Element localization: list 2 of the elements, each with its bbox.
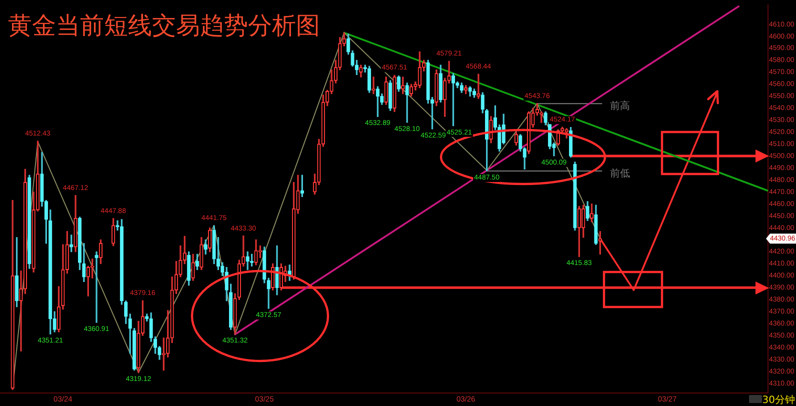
chart-title: 黄金当前短线交易趋势分析图 — [8, 11, 320, 40]
text: 30分钟 — [762, 394, 795, 406]
